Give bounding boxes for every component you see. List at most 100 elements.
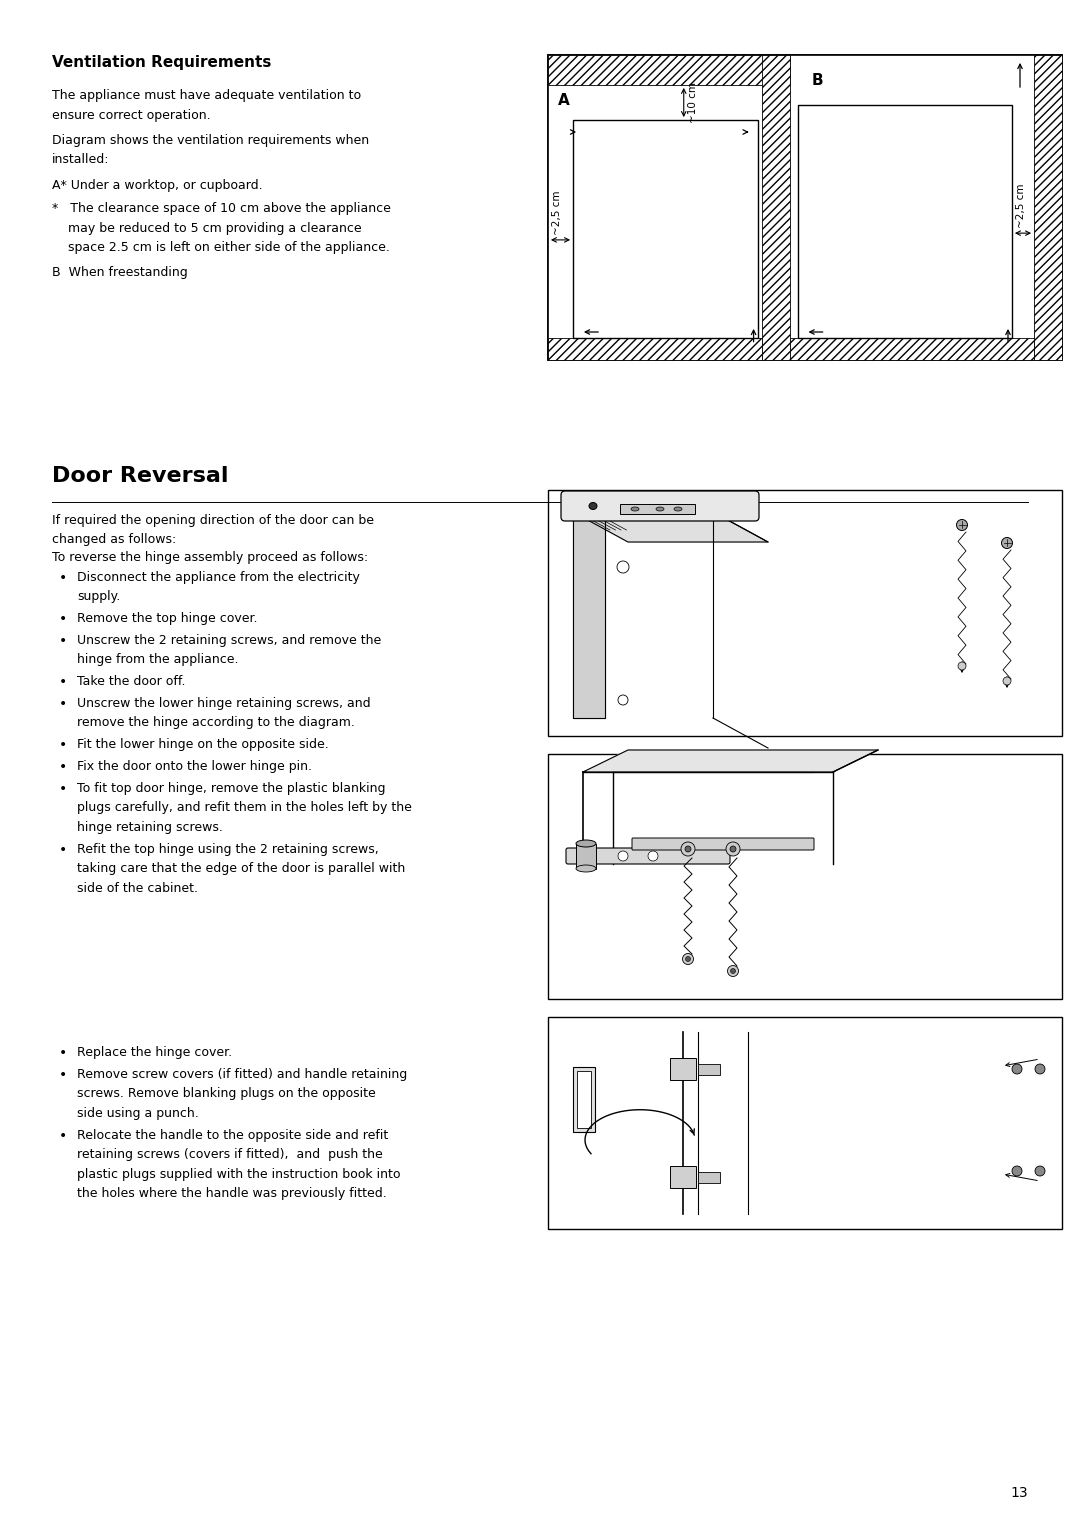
FancyBboxPatch shape: [632, 837, 814, 850]
Text: •: •: [59, 675, 67, 689]
Circle shape: [1035, 1063, 1045, 1074]
Text: hinge from the appliance.: hinge from the appliance.: [77, 654, 239, 666]
Text: Fit the lower hinge on the opposite side.: Fit the lower hinge on the opposite side…: [77, 738, 328, 752]
Circle shape: [1012, 1166, 1022, 1177]
Text: To fit top door hinge, remove the plastic blanking: To fit top door hinge, remove the plasti…: [77, 782, 386, 795]
Circle shape: [1035, 1166, 1045, 1177]
Text: A: A: [558, 93, 570, 108]
FancyBboxPatch shape: [566, 848, 730, 863]
Text: taking care that the edge of the door is parallel with: taking care that the edge of the door is…: [77, 862, 405, 876]
Bar: [620, 504, 696, 513]
Bar: [573, 1067, 595, 1132]
Circle shape: [957, 520, 968, 530]
Text: *   The clearance space of 10 cm above the appliance: * The clearance space of 10 cm above the…: [52, 202, 391, 215]
Circle shape: [1012, 1063, 1022, 1074]
Bar: [698, 1172, 720, 1183]
Bar: [761, 55, 789, 361]
Bar: [548, 1018, 1062, 1229]
Text: A* Under a worktop, or cupboard.: A* Under a worktop, or cupboard.: [52, 179, 262, 191]
Text: remove the hinge according to the diagram.: remove the hinge according to the diagra…: [77, 717, 355, 729]
Text: •: •: [59, 782, 67, 796]
Bar: [1034, 55, 1062, 361]
Text: Door Reversal: Door Reversal: [52, 466, 229, 486]
Text: •: •: [59, 634, 67, 648]
Bar: [548, 55, 1062, 361]
Text: plastic plugs supplied with the instruction book into: plastic plugs supplied with the instruct…: [77, 1167, 401, 1181]
Ellipse shape: [656, 507, 664, 510]
Bar: [797, 105, 1012, 338]
Text: •: •: [59, 1068, 67, 1082]
Text: B: B: [811, 73, 823, 89]
Circle shape: [730, 969, 735, 973]
Ellipse shape: [576, 840, 596, 847]
Text: ~2,5 cm: ~2,5 cm: [1016, 183, 1026, 228]
Text: •: •: [59, 697, 67, 711]
Bar: [671, 1166, 696, 1187]
Text: Remove the top hinge cover.: Remove the top hinge cover.: [77, 611, 257, 625]
Bar: [548, 55, 1062, 361]
Bar: [548, 490, 1062, 736]
Text: side of the cabinet.: side of the cabinet.: [77, 882, 198, 895]
Circle shape: [648, 851, 658, 860]
Circle shape: [683, 953, 693, 964]
Text: Fix the door onto the lower hinge pin.: Fix the door onto the lower hinge pin.: [77, 759, 312, 773]
Text: •: •: [59, 611, 67, 626]
Text: Diagram shows the ventilation requirements when: Diagram shows the ventilation requiremen…: [52, 134, 369, 147]
Bar: [548, 753, 1062, 999]
Text: Refit the top hinge using the 2 retaining screws,: Refit the top hinge using the 2 retainin…: [77, 843, 379, 856]
Circle shape: [1003, 677, 1011, 685]
Ellipse shape: [589, 503, 597, 509]
Bar: [577, 1071, 591, 1128]
Bar: [789, 338, 1034, 361]
Text: retaining screws (covers if fitted),  and  push the: retaining screws (covers if fitted), and…: [77, 1148, 382, 1161]
Text: •: •: [59, 1129, 67, 1143]
FancyBboxPatch shape: [561, 490, 759, 521]
Circle shape: [618, 695, 627, 704]
Bar: [548, 338, 761, 361]
Bar: [573, 121, 757, 338]
Ellipse shape: [631, 507, 639, 510]
Text: •: •: [59, 843, 67, 857]
Circle shape: [686, 957, 690, 961]
Text: •: •: [59, 570, 67, 585]
Bar: [671, 1057, 696, 1080]
Text: screws. Remove blanking plugs on the opposite: screws. Remove blanking plugs on the opp…: [77, 1088, 376, 1100]
Circle shape: [618, 851, 627, 860]
Text: may be reduced to 5 cm providing a clearance: may be reduced to 5 cm providing a clear…: [52, 222, 362, 235]
Text: Unscrew the lower hinge retaining screws, and: Unscrew the lower hinge retaining screws…: [77, 697, 370, 711]
Bar: [698, 1063, 720, 1074]
Text: changed as follows:: changed as follows:: [52, 533, 176, 547]
Text: ensure correct operation.: ensure correct operation.: [52, 108, 211, 122]
Polygon shape: [573, 512, 768, 542]
Text: Unscrew the 2 retaining screws, and remove the: Unscrew the 2 retaining screws, and remo…: [77, 634, 381, 646]
Text: ~10 cm: ~10 cm: [688, 83, 698, 122]
Circle shape: [681, 842, 696, 856]
Circle shape: [728, 966, 739, 976]
Text: side using a punch.: side using a punch.: [77, 1106, 199, 1120]
Text: B  When freestanding: B When freestanding: [52, 266, 188, 280]
Text: Remove screw covers (if fitted) and handle retaining: Remove screw covers (if fitted) and hand…: [77, 1068, 407, 1080]
Circle shape: [1001, 538, 1013, 549]
Text: supply.: supply.: [77, 590, 120, 604]
Text: The appliance must have adequate ventilation to: The appliance must have adequate ventila…: [52, 89, 361, 102]
Polygon shape: [583, 750, 878, 772]
Polygon shape: [573, 512, 605, 718]
Text: Disconnect the appliance from the electricity: Disconnect the appliance from the electr…: [77, 570, 360, 584]
Bar: [576, 843, 596, 868]
Text: hinge retaining screws.: hinge retaining screws.: [77, 821, 222, 834]
Circle shape: [685, 847, 691, 853]
Text: •: •: [59, 759, 67, 775]
Text: Replace the hinge cover.: Replace the hinge cover.: [77, 1047, 232, 1059]
Text: installed:: installed:: [52, 153, 109, 167]
Text: Take the door off.: Take the door off.: [77, 675, 186, 688]
Text: Relocate the handle to the opposite side and refit: Relocate the handle to the opposite side…: [77, 1129, 388, 1141]
Text: plugs carefully, and refit them in the holes left by the: plugs carefully, and refit them in the h…: [77, 801, 411, 814]
Text: space 2.5 cm is left on either side of the appliance.: space 2.5 cm is left on either side of t…: [52, 241, 390, 254]
Ellipse shape: [674, 507, 681, 510]
Circle shape: [617, 561, 629, 573]
Ellipse shape: [576, 865, 596, 872]
Text: Ventilation Requirements: Ventilation Requirements: [52, 55, 271, 70]
Bar: [548, 55, 789, 86]
Circle shape: [958, 662, 966, 669]
Text: ~2,5 cm: ~2,5 cm: [552, 191, 562, 235]
